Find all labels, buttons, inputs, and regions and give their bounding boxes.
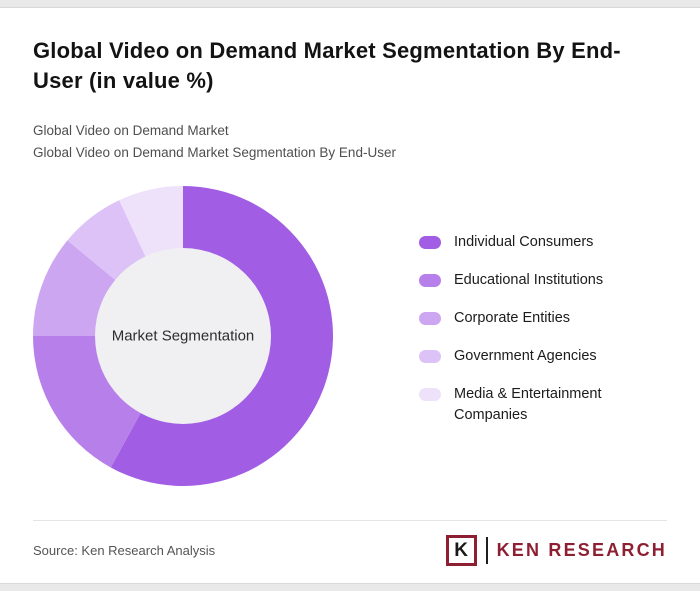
source-text: Source: Ken Research Analysis xyxy=(33,543,216,558)
donut-chart: Market Segmentation xyxy=(33,186,333,486)
ken-research-logo: K KEN RESEARCH xyxy=(445,535,667,566)
chart-legend: Individual Consumers Educational Institut… xyxy=(419,186,629,486)
legend-swatch xyxy=(419,388,441,401)
report-card: Global Video on Demand Market Segmentati… xyxy=(0,7,700,584)
logo-separator xyxy=(485,537,488,564)
footer-divider xyxy=(33,520,667,521)
donut-center-label: Market Segmentation xyxy=(112,328,255,345)
subtitle-line-1: Global Video on Demand Market xyxy=(33,123,229,138)
legend-label: Individual Consumers xyxy=(454,234,594,250)
legend-item: Individual Consumers xyxy=(419,232,629,253)
page-title: Global Video on Demand Market Segmentati… xyxy=(33,38,621,93)
legend-item: Media & Entertainment Companies xyxy=(419,384,629,426)
donut-hole xyxy=(95,248,271,424)
footer: Source: Ken Research Analysis K KEN RESE… xyxy=(33,535,667,582)
legend-swatch xyxy=(419,312,441,325)
legend-swatch xyxy=(419,236,441,249)
logo-text: KEN RESEARCH xyxy=(496,540,667,560)
legend-swatch xyxy=(419,274,441,287)
legend-label: Educational Institutions xyxy=(454,272,604,288)
legend-label: Corporate Entities xyxy=(454,310,571,326)
legend-swatch xyxy=(419,350,441,363)
ken-research-logo-icon: K xyxy=(445,535,477,566)
legend-label: Media & Entertainment Companies xyxy=(454,386,602,423)
chart-area: Market Segmentation Individual Consumers… xyxy=(33,186,667,486)
legend-label: Government Agencies xyxy=(454,348,597,364)
legend-item: Corporate Entities xyxy=(419,308,629,329)
legend-item: Government Agencies xyxy=(419,346,629,367)
subtitle-line-2: Global Video on Demand Market Segmentati… xyxy=(33,145,396,160)
subtitle-block: Global Video on Demand Market Global Vid… xyxy=(33,120,667,164)
legend-item: Educational Institutions xyxy=(419,270,629,291)
donut-chart-svg: Market Segmentation xyxy=(33,186,333,486)
